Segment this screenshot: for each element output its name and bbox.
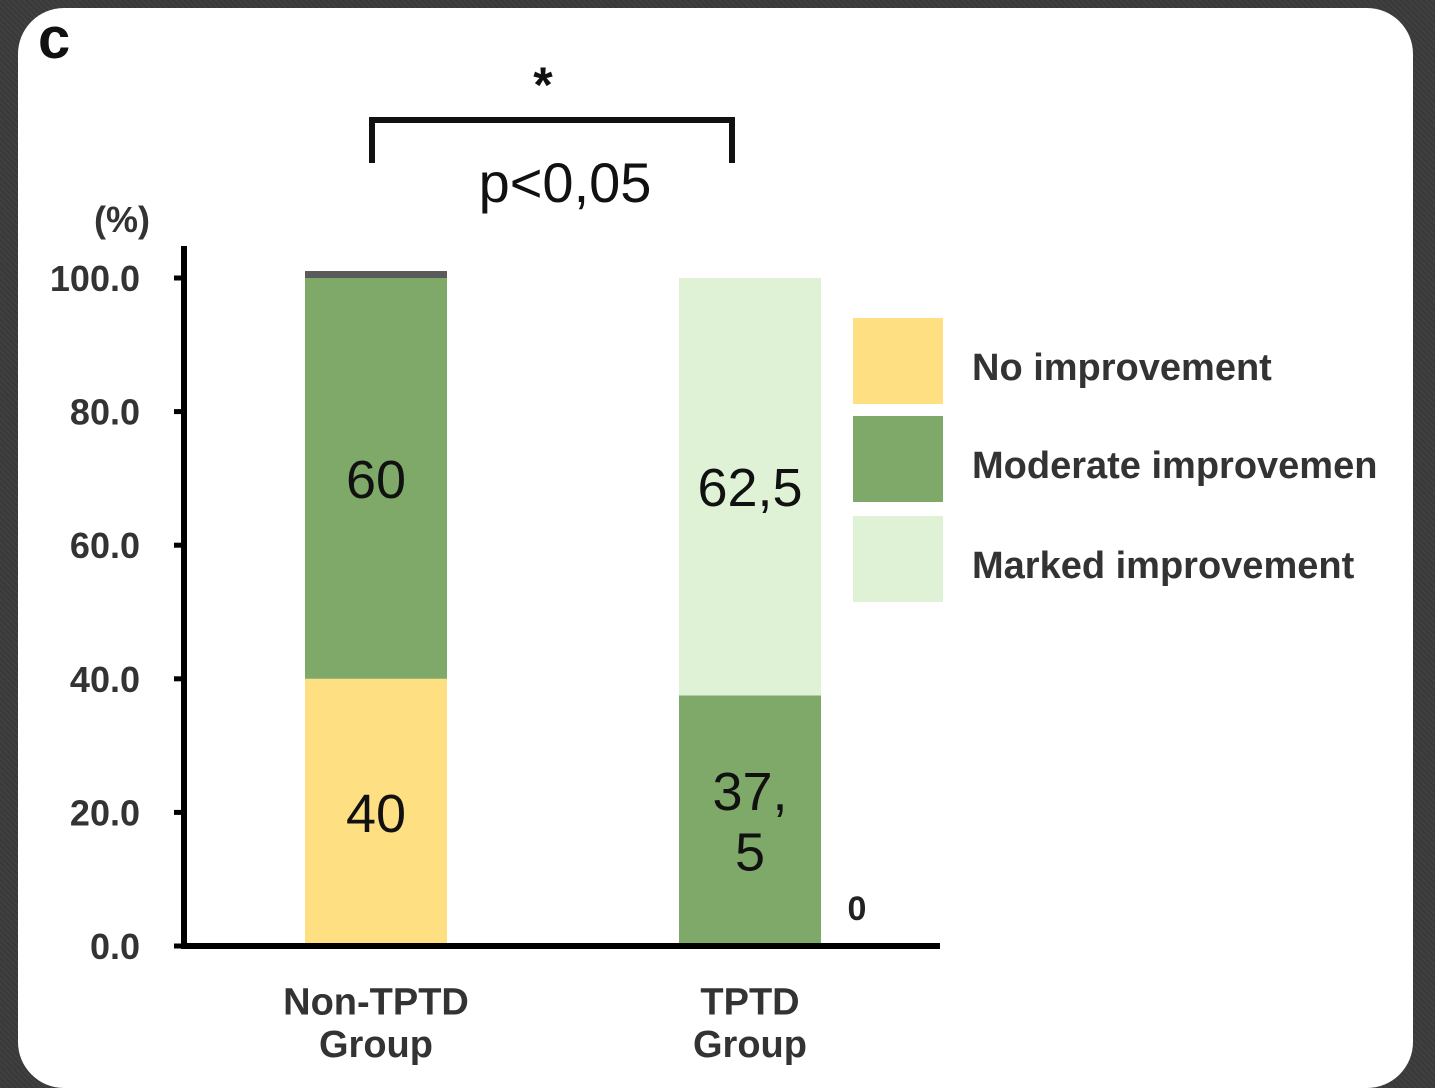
y-tick-label: 60.0 [70, 525, 140, 566]
significance-bracket [369, 117, 735, 163]
bar-segment-moderate-improvement-1 [679, 695, 821, 946]
p-value-label: p<0,05 [479, 151, 652, 214]
bar-segment-moderate-improvement-0 [305, 278, 447, 679]
axes-group: Non-TPTD Group TPTD Group 0.0 20.0 40.0 60.0 80.… [50, 246, 940, 1066]
bar-value-label: 37, 5 [712, 762, 787, 882]
bar-value-label: 60 [346, 450, 406, 510]
bar-segment-no-improvement-0 [305, 678, 447, 946]
bar-value-label: 62,5 [697, 458, 802, 518]
legend-label: No improvement [972, 347, 1272, 389]
panel-letter: c [38, 6, 70, 71]
bar-value-label: 40 [346, 784, 406, 844]
y-tick-label: 80.0 [70, 392, 140, 433]
bar-segment-marked-improvement-1 [679, 278, 821, 696]
y-axis-label: (%) [94, 199, 150, 240]
significance-star: * [533, 57, 553, 113]
x-tick-label: Non-TPTD Group [283, 981, 469, 1066]
y-tick-label: 40.0 [70, 659, 140, 700]
legend-swatch-no-improvement [853, 318, 943, 404]
y-tick-label: 0.0 [90, 926, 140, 967]
y-tick-label: 100.0 [50, 258, 140, 299]
legend-label: Marked improvement [972, 545, 1355, 587]
legend-swatch-moderate-improvement [853, 416, 943, 502]
legend-swatch-marked-improvement [853, 516, 943, 602]
bar-top-cap [305, 271, 447, 278]
y-tick-label: 20.0 [70, 792, 140, 833]
bar-value-label-zero: 0 [848, 890, 867, 928]
legend-label: Moderate improvemen [972, 445, 1377, 487]
bars-group: 40 60 0 37, 5 62,5 [305, 271, 866, 946]
x-tick-label: TPTD Group [693, 981, 807, 1066]
legend: No improvement Moderate improvemen Marked … [853, 318, 1377, 602]
